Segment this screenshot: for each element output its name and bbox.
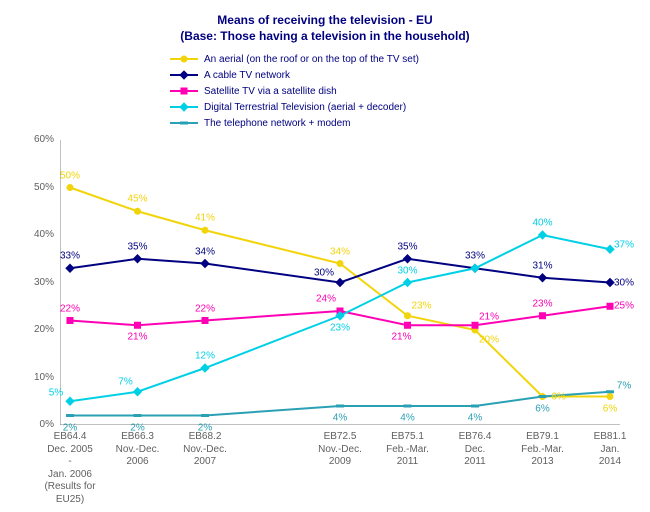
x-tick-label: EB66.3Nov.-Dec.2006 (116, 431, 160, 469)
data-point-label: 25% (614, 301, 634, 312)
data-point-label: 21% (479, 312, 499, 323)
data-point-label: 6% (603, 403, 617, 414)
legend-item: An aerial (on the roof or on the top of … (170, 52, 419, 66)
data-point-label: 24% (316, 294, 336, 305)
legend-swatch (170, 117, 198, 129)
x-tick-label: EB68.2Nov.-Dec.2007 (183, 431, 227, 469)
data-point-label: 41% (195, 213, 215, 224)
x-tick-label: EB75.1Feb.-Mar.2011 (386, 431, 429, 469)
x-tick-label: EB79.1Feb.-Mar.2013 (521, 431, 564, 469)
y-tick-label: 50% (34, 182, 54, 193)
data-point-label: 40% (532, 218, 552, 229)
data-point-label: 23% (532, 298, 552, 309)
legend-label: The telephone network + modem (204, 118, 350, 129)
data-point-label: 33% (465, 251, 485, 262)
data-point-label: 23% (330, 322, 350, 333)
legend-item: Digital Terrestrial Television (aerial +… (170, 100, 419, 114)
data-point-label: 50% (60, 170, 80, 181)
plot-svg (60, 140, 620, 425)
data-point-label: 37% (614, 240, 634, 251)
data-point-label: 35% (397, 241, 417, 252)
data-point-label: 2% (198, 422, 212, 433)
legend-label: Digital Terrestrial Television (aerial +… (204, 102, 406, 113)
plot-area: 0%10%20%30%40%50%60%EB64.4Dec. 2005-Jan.… (60, 140, 620, 425)
data-point-label: 6% (535, 403, 549, 414)
legend-label: Satellite TV via a satellite dish (204, 86, 337, 97)
title-line2: (Base: Those having a television in the … (180, 29, 469, 43)
data-point-label: 31% (532, 260, 552, 271)
x-tick-label: EB72.5Nov.-Dec.2009 (318, 431, 362, 469)
data-point-label: 23% (411, 300, 431, 311)
data-point-label: 34% (195, 246, 215, 257)
chart-container: Means of receiving the television - EU (… (0, 0, 650, 512)
title-line1: Means of receiving the television - EU (217, 13, 432, 27)
y-tick-label: 10% (34, 372, 54, 383)
data-point-label: 21% (391, 332, 411, 343)
x-tick-label: EB81.1Jan.2014 (594, 431, 627, 469)
data-point-label: 2% (63, 422, 77, 433)
y-tick-label: 0% (40, 419, 54, 430)
data-point-label: 7% (617, 380, 631, 391)
data-point-label: 30% (314, 267, 334, 278)
legend-item: Satellite TV via a satellite dish (170, 84, 419, 98)
x-tick-label: EB76.4Dec.2011 (459, 431, 492, 469)
data-point-label: 35% (127, 241, 147, 252)
chart-title: Means of receiving the television - EU (… (0, 12, 650, 44)
data-point-label: 5% (49, 388, 63, 399)
y-tick-label: 60% (34, 134, 54, 145)
data-point-label: 22% (195, 303, 215, 314)
legend-swatch (170, 53, 198, 65)
data-point-label: 7% (118, 376, 132, 387)
legend-swatch (170, 69, 198, 81)
data-point-label: 4% (400, 413, 414, 424)
y-tick-label: 30% (34, 277, 54, 288)
legend-item: The telephone network + modem (170, 116, 419, 130)
legend-label: A cable TV network (204, 70, 290, 81)
data-point-label: 2% (130, 422, 144, 433)
data-point-label: 45% (127, 194, 147, 205)
legend-item: A cable TV network (170, 68, 419, 82)
y-tick-label: 20% (34, 324, 54, 335)
data-point-label: 12% (195, 351, 215, 362)
legend: An aerial (on the roof or on the top of … (170, 52, 419, 132)
data-point-label: 21% (127, 332, 147, 343)
y-tick-label: 40% (34, 229, 54, 240)
data-point-label: 4% (333, 413, 347, 424)
data-point-label: 33% (60, 251, 80, 262)
data-point-label: 30% (397, 265, 417, 276)
legend-swatch (170, 85, 198, 97)
legend-swatch (170, 101, 198, 113)
data-point-label: 6% (551, 391, 565, 402)
legend-label: An aerial (on the roof or on the top of … (204, 54, 419, 65)
data-point-label: 22% (60, 303, 80, 314)
data-point-label: 4% (468, 413, 482, 424)
data-point-label: 30% (614, 277, 634, 288)
data-point-label: 20% (479, 335, 499, 346)
x-tick-label: EB64.4Dec. 2005-Jan. 2006(Results forEU2… (44, 431, 95, 506)
data-point-label: 34% (330, 246, 350, 257)
